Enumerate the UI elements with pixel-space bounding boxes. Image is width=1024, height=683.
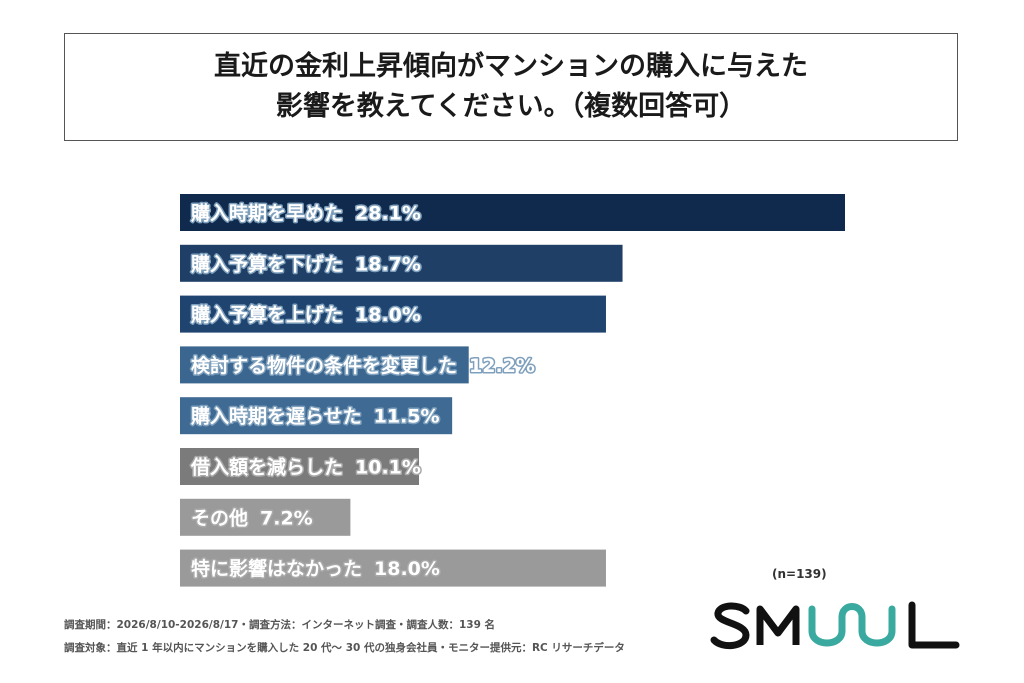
bar-8 bbox=[180, 549, 606, 587]
bar-label-3: 購入予算を上げた 18.0% bbox=[191, 303, 421, 326]
chart-title-line-2: 影響を教えてください。（複数回答可） bbox=[275, 91, 747, 122]
value-label: 11.5% bbox=[374, 406, 440, 428]
bar-label-7: その他 7.2% bbox=[191, 506, 313, 529]
logo-letters-uu bbox=[808, 603, 896, 647]
category-label: 購入時期を遅らせた bbox=[191, 405, 362, 428]
logo-letter-m bbox=[756, 605, 800, 645]
value-label: 18.0% bbox=[374, 558, 440, 580]
category-label: その他 bbox=[191, 506, 248, 529]
sample-size-label: (n=139) bbox=[772, 567, 827, 581]
logo-letter-l bbox=[908, 601, 960, 649]
bar-3 bbox=[180, 295, 606, 333]
chart-title-line-1: 直近の金利上昇傾向がマンションの購入に与えた bbox=[214, 51, 808, 82]
bar-7 bbox=[180, 498, 351, 536]
bar-5 bbox=[180, 397, 453, 435]
category-label: 検討する物件の条件を変更した bbox=[191, 354, 457, 377]
bar-label-2: 購入予算を下げた 18.7% bbox=[191, 252, 421, 275]
title-box: 直近の金利上昇傾向がマンションの購入に与えた 影響を教えてください。（複数回答可… bbox=[64, 33, 958, 141]
category-label: 購入予算を上げた bbox=[191, 303, 343, 326]
footnote-survey-period: 調査期間：2026/8/10-2026/8/17・調査方法：インターネット調査・… bbox=[64, 619, 496, 631]
value-label: 18.0% bbox=[355, 304, 421, 326]
bar-label-8: 特に影響はなかった 18.0% bbox=[191, 557, 440, 580]
bar-label-5: 購入時期を遅らせた 11.5% bbox=[191, 405, 440, 428]
bar-4 bbox=[180, 346, 469, 384]
value-label: 18.7% bbox=[355, 253, 421, 275]
smuul-logo bbox=[710, 601, 960, 650]
bar-label-4: 検討する物件の条件を変更した 12.2% bbox=[191, 354, 535, 377]
bar-6 bbox=[180, 448, 420, 485]
category-label: 借入額を減らした bbox=[190, 456, 343, 479]
bar-label-6: 借入額を減らした 10.1% bbox=[190, 456, 421, 479]
category-label: 購入予算を下げた bbox=[191, 252, 343, 275]
bar-label-1: 購入時期を早めた 28.1% bbox=[191, 202, 421, 225]
value-label: 28.1% bbox=[355, 203, 421, 225]
bar-2 bbox=[180, 244, 623, 282]
footnote-survey-target: 調査対象：直近 1 年以内にマンションを購入した 20 代〜 30 代の独身会社… bbox=[64, 642, 625, 654]
category-label: 特に影響はなかった bbox=[191, 557, 362, 580]
value-label: 12.2% bbox=[469, 355, 535, 377]
value-label: 10.1% bbox=[355, 457, 421, 479]
category-label: 購入時期を早めた bbox=[191, 202, 343, 225]
value-label: 7.2% bbox=[260, 507, 313, 529]
logo-letter-s bbox=[710, 602, 750, 650]
bar-1 bbox=[180, 194, 845, 231]
